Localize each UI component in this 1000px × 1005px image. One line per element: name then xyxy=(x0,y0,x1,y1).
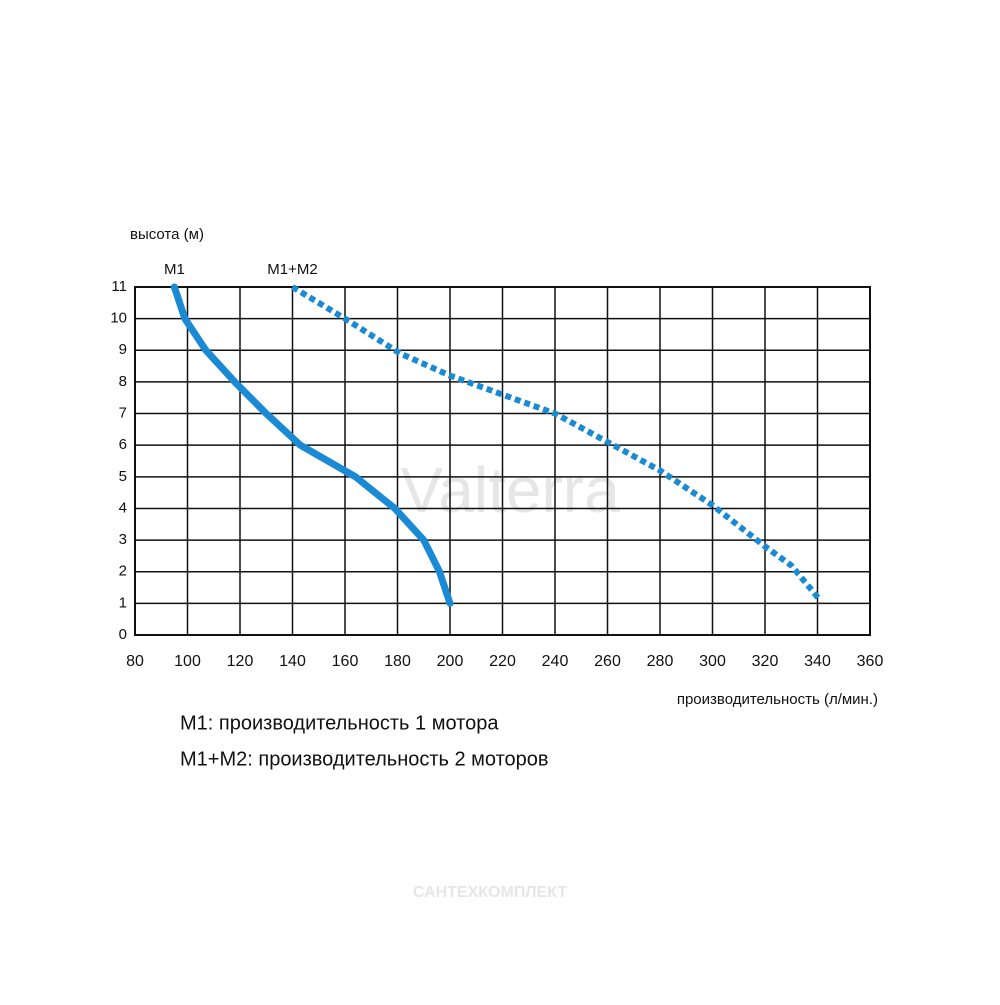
x-tick-label: 160 xyxy=(332,653,359,670)
y-tick-label: 6 xyxy=(119,436,127,453)
y-tick-label: 11 xyxy=(111,278,127,295)
x-tick-label: 200 xyxy=(437,653,464,670)
y-tick-label: 10 xyxy=(110,310,127,327)
watermark: САНТЕХКОМПЛЕКТ xyxy=(413,884,567,901)
x-tick-label: 80 xyxy=(126,653,144,670)
y-tick-label: 9 xyxy=(119,341,127,358)
y-tick-label: 0 xyxy=(119,626,127,643)
series-line xyxy=(170,283,454,607)
x-tick-label: 140 xyxy=(279,653,306,670)
x-tick-label: 280 xyxy=(647,653,674,670)
watermark: Valterra xyxy=(400,454,620,526)
y-axis-title: высота (м) xyxy=(130,226,204,243)
x-tick-label: 120 xyxy=(227,653,254,670)
note: M1+M2: производительность 2 моторов xyxy=(180,748,549,770)
series-label: M1 xyxy=(164,261,185,278)
y-tick-label: 8 xyxy=(119,373,127,390)
x-axis-title: производительность (л/мин.) xyxy=(677,691,878,708)
x-tick-label: 100 xyxy=(174,653,201,670)
y-tick-label: 2 xyxy=(119,563,127,580)
x-tick-label: 320 xyxy=(752,653,779,670)
series-label: M1+M2 xyxy=(267,261,317,278)
y-tick-label: 5 xyxy=(119,468,127,485)
series-line xyxy=(290,284,823,603)
x-tick-label: 260 xyxy=(594,653,621,670)
y-tick-label: 3 xyxy=(119,531,127,548)
x-tick-label: 220 xyxy=(489,653,516,670)
note: M1: производительность 1 мотора xyxy=(180,712,499,734)
x-tick-label: 340 xyxy=(804,653,831,670)
y-tick-label: 4 xyxy=(119,499,127,516)
y-tick-label: 7 xyxy=(119,405,127,422)
x-tick-label: 180 xyxy=(384,653,411,670)
x-tick-label: 300 xyxy=(699,653,726,670)
x-tick-label: 240 xyxy=(542,653,569,670)
x-tick-label: 360 xyxy=(857,653,884,670)
plot-border xyxy=(134,286,871,636)
y-tick-label: 1 xyxy=(119,594,127,611)
